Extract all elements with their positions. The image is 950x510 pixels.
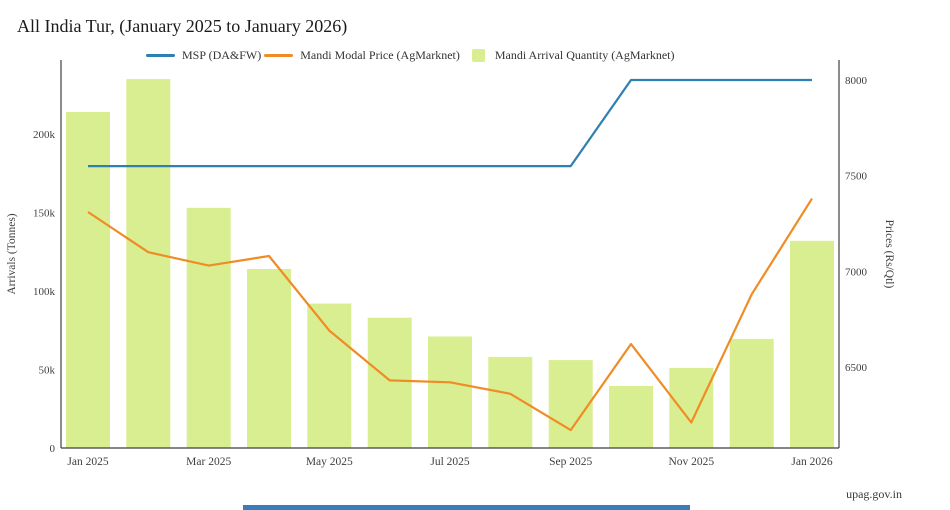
scrollbar-thumb[interactable] xyxy=(243,505,690,510)
right-axis-title: Prices (Rs/Qtl) xyxy=(883,220,895,289)
bar-jun-2025[interactable] xyxy=(367,317,412,448)
x-axis-tick: May 2025 xyxy=(306,456,353,468)
bar-feb-2025[interactable] xyxy=(126,79,171,448)
chart-title: All India Tur, (January 2025 to January … xyxy=(17,16,348,36)
left-axis-title: Arrivals (Tonnes) xyxy=(6,213,18,294)
x-axis-tick: Sep 2025 xyxy=(549,456,592,468)
bar-nov-2025[interactable] xyxy=(669,367,714,448)
x-axis-tick: Nov 2025 xyxy=(668,456,714,468)
left-axis-tick: 100k xyxy=(33,286,56,298)
bar-jan-2025[interactable] xyxy=(66,112,110,448)
bar-jul-2025[interactable] xyxy=(428,336,472,449)
legend-item-arrival-quantity[interactable]: Mandi Arrival Quantity (AgMarknet) xyxy=(471,47,675,63)
bar-may-2025[interactable] xyxy=(307,303,352,448)
left-axis-tick: 50k xyxy=(39,365,56,377)
msp-line[interactable] xyxy=(88,78,812,168)
msp-line-swatch-icon xyxy=(146,53,175,57)
bar-sep-2025[interactable] xyxy=(548,360,593,448)
source-watermark: upag.gov.in xyxy=(846,487,902,501)
modal-price-line-swatch-icon xyxy=(264,53,294,57)
legend-label: MSP (DA&FW) xyxy=(182,47,262,62)
chart-canvas: 0 50k 100k 150k 200k 6500 7000 7500 8000 Jan 2025… xyxy=(6,60,895,468)
bar-apr-2025[interactable] xyxy=(247,269,291,448)
mandi-modal-price-line[interactable] xyxy=(87,198,813,432)
legend-item-msp[interactable]: MSP (DA&FW) xyxy=(146,48,261,63)
bar-oct-2025[interactable] xyxy=(609,386,653,448)
x-axis-tick: Jul 2025 xyxy=(430,456,470,468)
bar-dec-2025[interactable] xyxy=(729,338,774,448)
bar-mar-2025[interactable] xyxy=(186,207,231,448)
right-axis-tick: 8000 xyxy=(845,75,868,87)
x-axis-tick: Mar 2025 xyxy=(186,456,231,468)
x-axis-tick: Jan 2025 xyxy=(67,456,108,468)
bar-jan-2026[interactable] xyxy=(790,240,834,448)
left-axis-tick: 150k xyxy=(33,208,56,220)
legend-item-modal-price[interactable]: Mandi Modal Price (AgMarknet) xyxy=(264,48,469,63)
arrival-quantity-swatch-icon xyxy=(471,48,485,62)
chart-area: 0 50k 100k 150k 200k 6500 7000 7500 8000 Jan 2025… xyxy=(0,50,950,510)
left-axis-tick: 200k xyxy=(33,129,56,141)
legend: MSP (DA&FW) Mandi Modal Price (AgMarknet… xyxy=(146,47,675,63)
left-axis-tick: 0 xyxy=(50,443,56,455)
x-axis-tick: Jan 2026 xyxy=(791,456,832,468)
legend-label: Mandi Modal Price (AgMarknet) xyxy=(300,47,460,62)
legend-label: Mandi Arrival Quantity (AgMarknet) xyxy=(494,47,675,62)
right-axis-tick: 7000 xyxy=(845,266,868,278)
right-axis-tick: 7500 xyxy=(845,171,868,183)
right-axis-tick: 6500 xyxy=(845,362,868,374)
